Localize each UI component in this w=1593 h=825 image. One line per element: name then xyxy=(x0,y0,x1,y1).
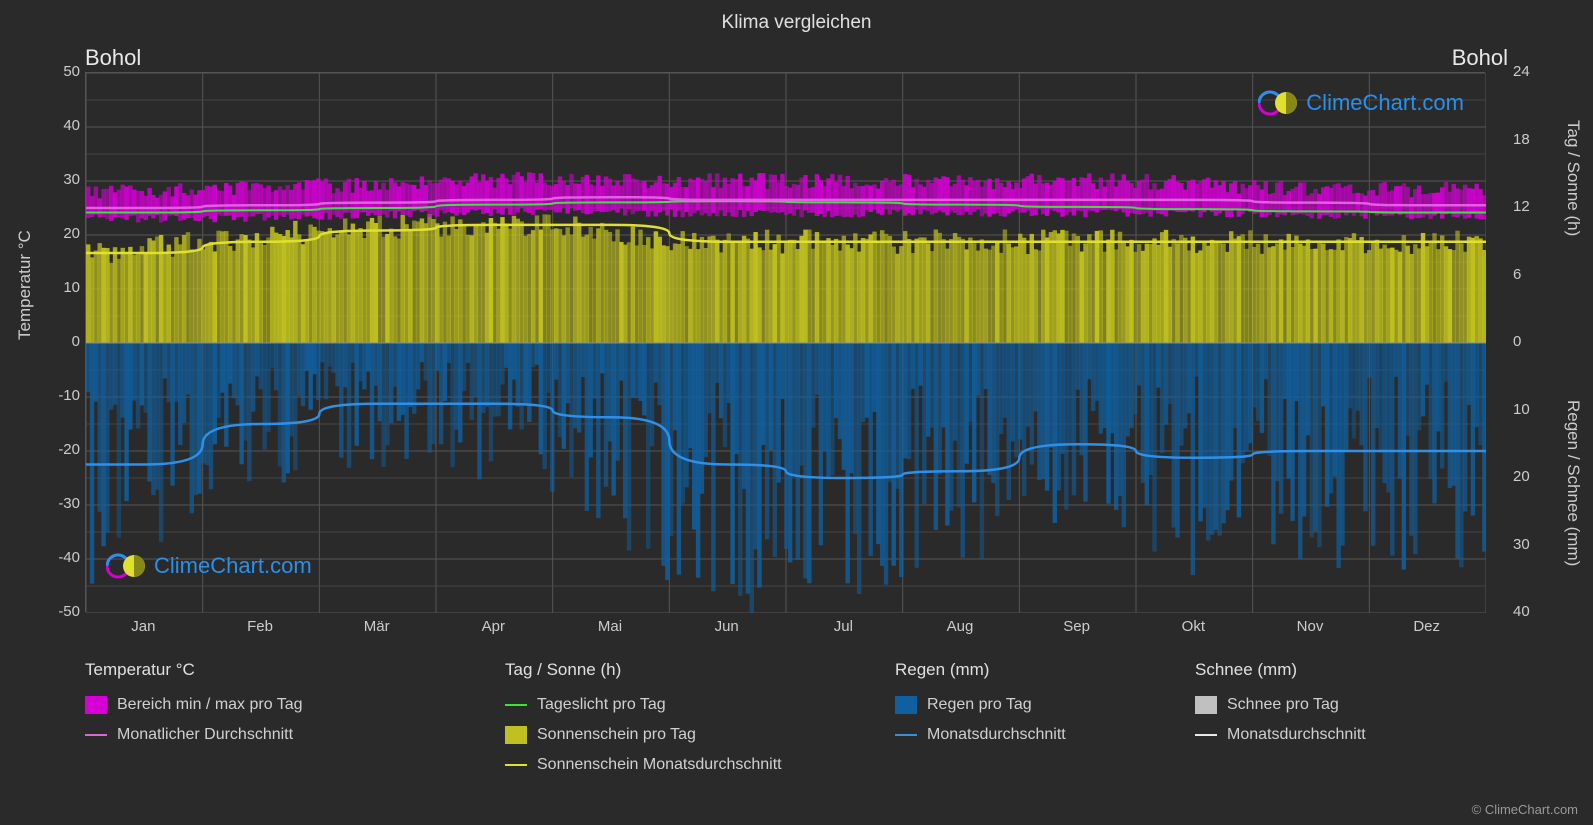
watermark-text: ClimeChart.com xyxy=(154,553,312,579)
legend-item: Monatsdurchschnitt xyxy=(895,726,1195,744)
location-label-right: Bohol xyxy=(1452,45,1508,71)
legend-label: Schnee pro Tag xyxy=(1227,696,1339,714)
x-tick: Jul xyxy=(813,618,873,635)
legend-group: Schnee (mm) Schnee pro Tag Monatsdurchschn… xyxy=(1195,660,1495,774)
legend-item: Sonnenschein pro Tag xyxy=(505,726,895,744)
y-left-tick: -10 xyxy=(50,387,80,404)
x-tick: Dez xyxy=(1397,618,1457,635)
y-left-tick: -20 xyxy=(50,441,80,458)
legend-label: Regen pro Tag xyxy=(927,696,1032,714)
copyright-text: © ClimeChart.com xyxy=(1472,802,1578,817)
y-left-tick: 30 xyxy=(50,171,80,188)
legend-swatch xyxy=(85,696,107,714)
y-left-tick: 40 xyxy=(50,117,80,134)
legend-item: Schnee pro Tag xyxy=(1195,696,1495,714)
y-right-tick: 6 xyxy=(1513,266,1543,283)
x-tick: Apr xyxy=(463,618,523,635)
legend-item: Monatsdurchschnitt xyxy=(1195,726,1495,744)
x-tick: Mai xyxy=(580,618,640,635)
legend-group-title: Schnee (mm) xyxy=(1195,660,1495,680)
y-left-tick: 50 xyxy=(50,63,80,80)
legend-group: Regen (mm) Regen pro Tag Monatsdurchschnit… xyxy=(895,660,1195,774)
x-tick: Sep xyxy=(1047,618,1107,635)
legend-swatch xyxy=(85,734,107,736)
legend-swatch xyxy=(1195,696,1217,714)
watermark-text: ClimeChart.com xyxy=(1306,90,1464,116)
x-tick: Okt xyxy=(1163,618,1223,635)
legend-label: Monatsdurchschnitt xyxy=(927,726,1066,744)
legend-label: Tageslicht pro Tag xyxy=(537,696,666,714)
legend-swatch xyxy=(1195,734,1217,736)
legend-group-title: Regen (mm) xyxy=(895,660,1195,680)
legend-item: Sonnenschein Monatsdurchschnitt xyxy=(505,756,895,774)
chart-svg xyxy=(86,73,1486,613)
legend-swatch xyxy=(505,764,527,766)
legend-item: Regen pro Tag xyxy=(895,696,1195,714)
legend-label: Bereich min / max pro Tag xyxy=(117,696,303,714)
legend: Temperatur °C Bereich min / max pro Tag Mo… xyxy=(85,660,1533,774)
legend-group-title: Tag / Sonne (h) xyxy=(505,660,895,680)
y-left-tick: 20 xyxy=(50,225,80,242)
y-right-tick: 0 xyxy=(1513,333,1543,350)
legend-swatch xyxy=(505,726,527,744)
y-right-bot-axis-label: Regen / Schnee (mm) xyxy=(1563,400,1583,566)
y-left-axis-label: Temperatur °C xyxy=(15,230,35,340)
y-left-tick: -50 xyxy=(50,603,80,620)
x-tick: Nov xyxy=(1280,618,1340,635)
y-right-tick: 24 xyxy=(1513,63,1543,80)
y-right-tick: 40 xyxy=(1513,603,1543,620)
legend-label: Sonnenschein Monatsdurchschnitt xyxy=(537,756,782,774)
x-tick: Jun xyxy=(697,618,757,635)
legend-group: Temperatur °C Bereich min / max pro Tag Mo… xyxy=(85,660,505,774)
y-left-tick: -30 xyxy=(50,495,80,512)
legend-group-title: Temperatur °C xyxy=(85,660,505,680)
legend-label: Monatsdurchschnitt xyxy=(1227,726,1366,744)
watermark-bottom: ClimeChart.com xyxy=(106,551,312,581)
chart-title: Klima vergleichen xyxy=(0,12,1593,34)
y-right-top-axis-label: Tag / Sonne (h) xyxy=(1563,120,1583,236)
legend-swatch xyxy=(895,696,917,714)
y-left-tick: 10 xyxy=(50,279,80,296)
legend-swatch xyxy=(895,734,917,736)
legend-swatch xyxy=(505,704,527,706)
y-right-tick: 30 xyxy=(1513,536,1543,553)
y-left-tick: 0 xyxy=(50,333,80,350)
climechart-logo-icon xyxy=(106,551,148,581)
watermark-top: ClimeChart.com xyxy=(1258,88,1464,118)
legend-item: Bereich min / max pro Tag xyxy=(85,696,505,714)
x-tick: Aug xyxy=(930,618,990,635)
y-right-tick: 12 xyxy=(1513,198,1543,215)
climechart-logo-icon xyxy=(1258,88,1300,118)
legend-item: Monatlicher Durchschnitt xyxy=(85,726,505,744)
x-tick: Mär xyxy=(347,618,407,635)
climate-chart: Klima vergleichen Bohol Bohol Temperatur… xyxy=(0,0,1593,825)
y-left-tick: -40 xyxy=(50,549,80,566)
y-right-tick: 20 xyxy=(1513,468,1543,485)
legend-label: Sonnenschein pro Tag xyxy=(537,726,696,744)
plot-area: ClimeChart.com ClimeChart.com xyxy=(85,72,1485,612)
y-right-tick: 10 xyxy=(1513,401,1543,418)
legend-item: Tageslicht pro Tag xyxy=(505,696,895,714)
location-label-left: Bohol xyxy=(85,45,141,71)
legend-label: Monatlicher Durchschnitt xyxy=(117,726,293,744)
x-tick: Jan xyxy=(113,618,173,635)
y-right-tick: 18 xyxy=(1513,131,1543,148)
legend-group: Tag / Sonne (h) Tageslicht pro Tag Sonnens… xyxy=(505,660,895,774)
x-tick: Feb xyxy=(230,618,290,635)
